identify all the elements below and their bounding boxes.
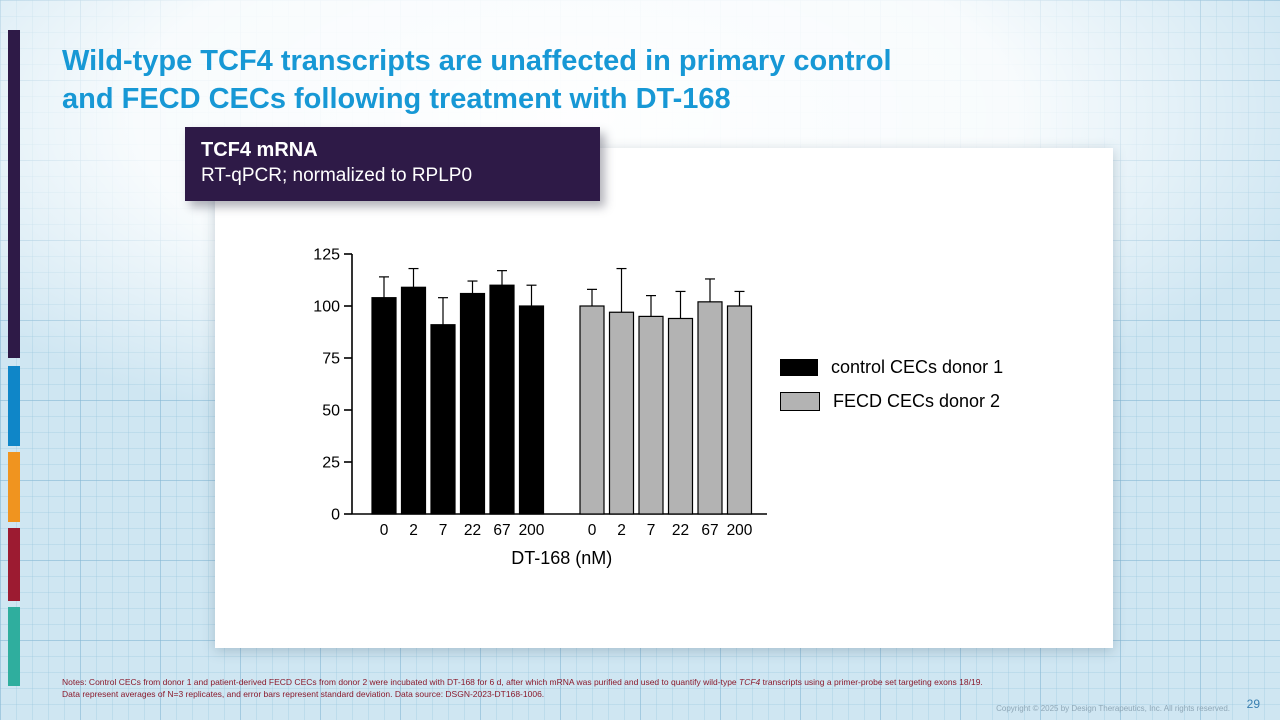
legend-label: control CECs donor 1 bbox=[831, 357, 1004, 377]
x-axis-title: DT-168 (nM) bbox=[511, 548, 612, 568]
footnotes: Notes: Control CECs from donor 1 and pat… bbox=[62, 676, 992, 701]
assay-badge-title: TCF4 mRNA bbox=[201, 139, 318, 161]
accent-stripe-orange bbox=[8, 452, 20, 522]
x-tick-label: 0 bbox=[380, 522, 389, 539]
accent-stripe-teal bbox=[8, 607, 20, 686]
y-tick-label: 75 bbox=[322, 351, 340, 368]
bar bbox=[400, 286, 427, 515]
footnotes-gene-italic: TCF4 bbox=[739, 677, 761, 687]
x-tick-label: 22 bbox=[464, 522, 481, 539]
footnotes-text-2: transcripts using a primer-probe set tar… bbox=[62, 677, 983, 700]
legend-swatch-black bbox=[780, 359, 818, 376]
bar bbox=[697, 301, 723, 515]
bar bbox=[371, 297, 397, 515]
x-tick-label: 2 bbox=[617, 522, 626, 539]
bar bbox=[638, 315, 664, 515]
copyright-notice: Copyright © 2025 by Design Therapeutics,… bbox=[996, 704, 1230, 713]
footnotes-text-1: Notes: Control CECs from donor 1 and pat… bbox=[62, 677, 740, 687]
chart-card: 0 25 50 75 100 125 0 2 7 22 67 200 0 2 7 22 67 200 DT-168 … bbox=[215, 148, 1113, 648]
y-tick-label: 100 bbox=[313, 299, 340, 316]
bar-chart-svg: 0 25 50 75 100 125 0 2 7 22 67 200 0 2 7 22 67 200 DT-168 … bbox=[313, 247, 767, 568]
page-number: 29 bbox=[1246, 697, 1260, 711]
bar bbox=[518, 305, 545, 515]
x-tick-label: 22 bbox=[672, 522, 689, 539]
legend-label: FECD CECs donor 2 bbox=[833, 391, 1001, 411]
x-tick-label: 67 bbox=[701, 522, 718, 539]
assay-badge: TCF4 mRNA RT-qPCR; normalized to RPLP0 bbox=[185, 127, 600, 201]
slide-title: Wild-type TCF4 transcripts are unaffecte… bbox=[62, 45, 892, 116]
bar bbox=[459, 292, 486, 515]
accent-stripe-purple bbox=[8, 30, 20, 358]
x-tick-label: 0 bbox=[588, 522, 597, 539]
y-tick-label: 50 bbox=[322, 403, 340, 420]
x-tick-label: 67 bbox=[493, 522, 510, 539]
bar bbox=[430, 324, 456, 515]
x-tick-label: 200 bbox=[727, 522, 753, 539]
x-tick-label: 7 bbox=[647, 522, 656, 539]
x-tick-label: 7 bbox=[439, 522, 448, 539]
bar bbox=[579, 305, 605, 515]
chart-legend: control CECs donor 1 FECD CECs donor 2 bbox=[780, 357, 1003, 412]
x-tick-label: 200 bbox=[519, 522, 545, 539]
accent-stripe-maroon bbox=[8, 528, 20, 601]
legend-swatch-gray bbox=[780, 392, 820, 411]
y-tick-label: 25 bbox=[322, 455, 340, 472]
legend-item-control: control CECs donor 1 bbox=[780, 357, 1003, 378]
legend-item-fecd: FECD CECs donor 2 bbox=[780, 391, 1003, 412]
y-tick-label: 0 bbox=[331, 507, 340, 524]
assay-badge-subtitle: RT-qPCR; normalized to RPLP0 bbox=[201, 165, 473, 186]
y-tick-label: 125 bbox=[313, 247, 340, 264]
accent-stripe-blue bbox=[8, 366, 20, 446]
bar bbox=[726, 305, 753, 515]
bar bbox=[608, 311, 635, 515]
bar bbox=[667, 317, 694, 515]
bar bbox=[489, 284, 515, 515]
x-tick-label: 2 bbox=[409, 522, 418, 539]
